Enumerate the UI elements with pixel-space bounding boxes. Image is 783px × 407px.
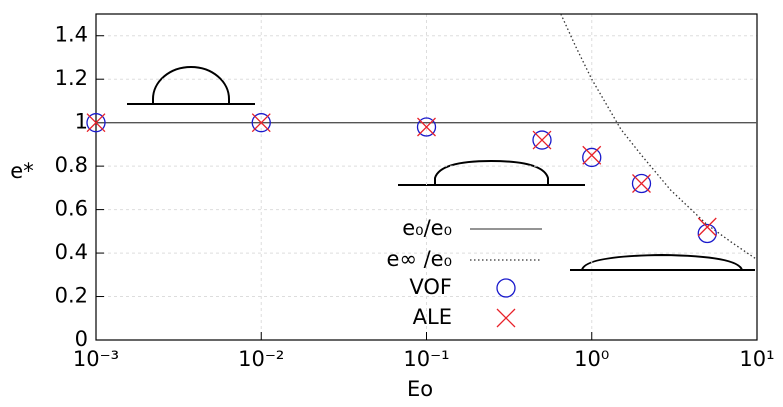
legend-marker	[496, 308, 516, 328]
y-tick-label: 0.4	[55, 240, 88, 264]
vof-marker	[697, 223, 717, 244]
legend-marker	[496, 278, 516, 298]
ale-marker	[86, 113, 106, 133]
y-tick-label: 1.2	[55, 66, 88, 90]
y-tick-label: 0	[75, 327, 88, 351]
legend-label: e∞ /e₀	[386, 247, 452, 271]
vof-marker	[631, 173, 652, 194]
x-axis-label: Eo	[407, 377, 433, 401]
vof-marker	[582, 147, 602, 168]
ale-marker	[582, 145, 602, 165]
x-tick-label: 10⁻²	[238, 347, 284, 371]
y-tick-label: 0.6	[55, 197, 88, 221]
ale-marker	[532, 130, 552, 150]
vof-marker	[251, 113, 271, 133]
y-tick-label: 0.2	[55, 284, 88, 308]
y-tick-label: 1	[75, 110, 88, 134]
y-tick-label: 0.8	[55, 153, 88, 177]
ale-marker	[251, 113, 271, 133]
vof-marker	[416, 117, 437, 137]
x-tick-label: 10⁻¹	[403, 347, 449, 371]
plot-frame	[95, 13, 758, 341]
y-tick-label: 1.4	[55, 23, 88, 47]
legend-label: ALE	[413, 305, 452, 329]
y-axis-label: e*	[10, 159, 33, 183]
vof-marker	[86, 113, 106, 133]
drop-shapes	[127, 66, 755, 271]
ale-marker	[632, 174, 651, 193]
x-tick-label: 10⁻³	[73, 347, 119, 371]
ale-marker	[697, 217, 717, 237]
legend-label: VOF	[409, 275, 452, 299]
legend-label: e₀/e₀	[402, 216, 452, 240]
plot-area	[96, 14, 757, 261]
series-line	[560, 14, 757, 261]
ale-marker	[417, 117, 436, 137]
x-tick-label: 10⁰	[574, 347, 609, 371]
vof-marker	[532, 130, 552, 150]
x-tick-label: 10¹	[739, 347, 774, 371]
